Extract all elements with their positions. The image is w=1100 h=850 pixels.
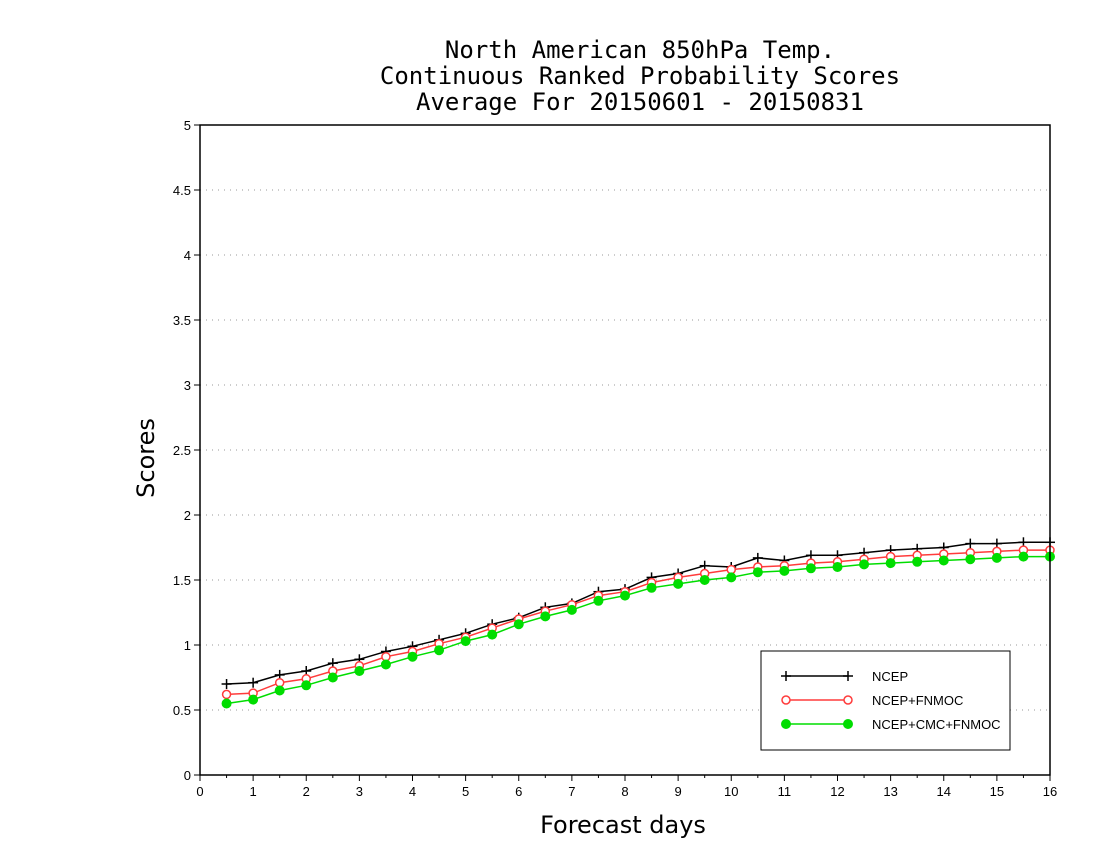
data-point [274,685,285,696]
data-point [301,680,312,691]
x-tick-label: 5 [462,784,469,799]
y-tick-label: 3 [184,378,191,393]
plot-frame [199,124,1051,776]
x-tick-label: 8 [621,784,628,799]
data-point [593,595,604,606]
x-tick-label: 6 [515,784,522,799]
data-point [327,672,338,683]
data-point [752,552,763,563]
data-point [752,567,763,578]
legend-marker [781,719,791,729]
chart-title-line-3: Average For 20150601 - 20150831 [416,88,864,116]
series-layer [221,537,1055,709]
grid [200,189,1050,711]
data-point [859,559,870,570]
y-tick-label: 1 [184,638,191,653]
legend-marker [781,671,791,681]
legend-label: NCEP+FNMOC [872,693,963,708]
data-point [407,651,418,662]
y-tick-label: 1.5 [173,573,191,588]
x-tick-label: 16 [1043,784,1057,799]
y-tick-label: 2.5 [173,443,191,458]
data-point [991,552,1002,563]
data-point [726,572,737,583]
y-tick-label: 4.5 [173,183,191,198]
y-tick-label: 3.5 [173,313,191,328]
data-point [221,689,232,700]
data-point [646,582,657,593]
data-point [221,679,232,689]
x-axis-label: Forecast days [540,811,706,839]
data-point [434,645,445,656]
data-point [540,611,551,622]
data-point [885,558,896,569]
y-tick-label: 4 [184,248,191,263]
chart-title-line-2: Continuous Ranked Probability Scores [379,62,901,90]
legend-item: NCEP [781,669,908,684]
x-tick-label: 10 [724,784,738,799]
x-tick-label: 11 [778,784,792,799]
x-tick-label: 1 [250,784,257,799]
data-point [832,562,843,572]
data-point [779,565,790,576]
data-point [248,694,259,705]
y-tick-label: 2 [184,508,191,523]
x-tick-label: 2 [303,784,310,799]
chart-title-line-1: North American 850hPa Temp. [444,36,836,64]
x-tick-label: 3 [356,784,363,799]
data-point [965,554,976,565]
legend: NCEP NCEP+FNMOC NCEP+CMC+FNMOC [760,650,1011,751]
y-tick-label: 0.5 [173,703,191,718]
y-axis-label: Scores [132,418,160,498]
series-2 [221,551,1055,709]
x-tick-label: 13 [883,784,897,799]
data-point [620,590,630,601]
legend-label: NCEP [872,669,908,684]
data-point [221,698,232,709]
x-tick-label: 9 [675,784,682,799]
legend-marker [843,719,853,729]
x-tick-label: 12 [830,784,844,799]
legend-label: NCEP+CMC+FNMOC [872,717,1001,732]
data-point [460,636,471,647]
legend-box [760,650,1011,751]
data-point [1018,551,1029,562]
legend-item: NCEP+CMC+FNMOC [781,717,1001,732]
legend-item: NCEP+FNMOC [781,693,963,708]
y-tick-label: 0 [184,768,191,783]
y-tick-label: 5 [184,118,191,133]
data-point [513,619,524,630]
legend-marker [843,695,853,705]
data-point [805,563,816,574]
x-tick-label: 15 [990,784,1004,799]
data-point [673,578,684,589]
data-point [726,564,736,575]
series-1 [221,545,1055,700]
axis-ticks: 00.511.522.533.544.550 1 2 3 4 5 6 7 8 9 10 11 12 13 1… [173,118,1057,799]
x-tick-label: 7 [568,784,575,799]
data-point [354,666,365,676]
data-point [699,575,710,585]
data-point [487,629,498,640]
data-point [965,538,976,549]
data-point [566,604,577,615]
x-tick-label: 14 [937,784,951,799]
data-point [938,555,949,566]
x-tick-label: 0 [196,784,203,799]
x-tick-label: 4 [409,784,416,799]
legend-marker [781,695,791,705]
data-point [912,556,923,567]
data-point [248,677,259,688]
data-point [380,659,391,670]
legend-marker [843,671,853,681]
